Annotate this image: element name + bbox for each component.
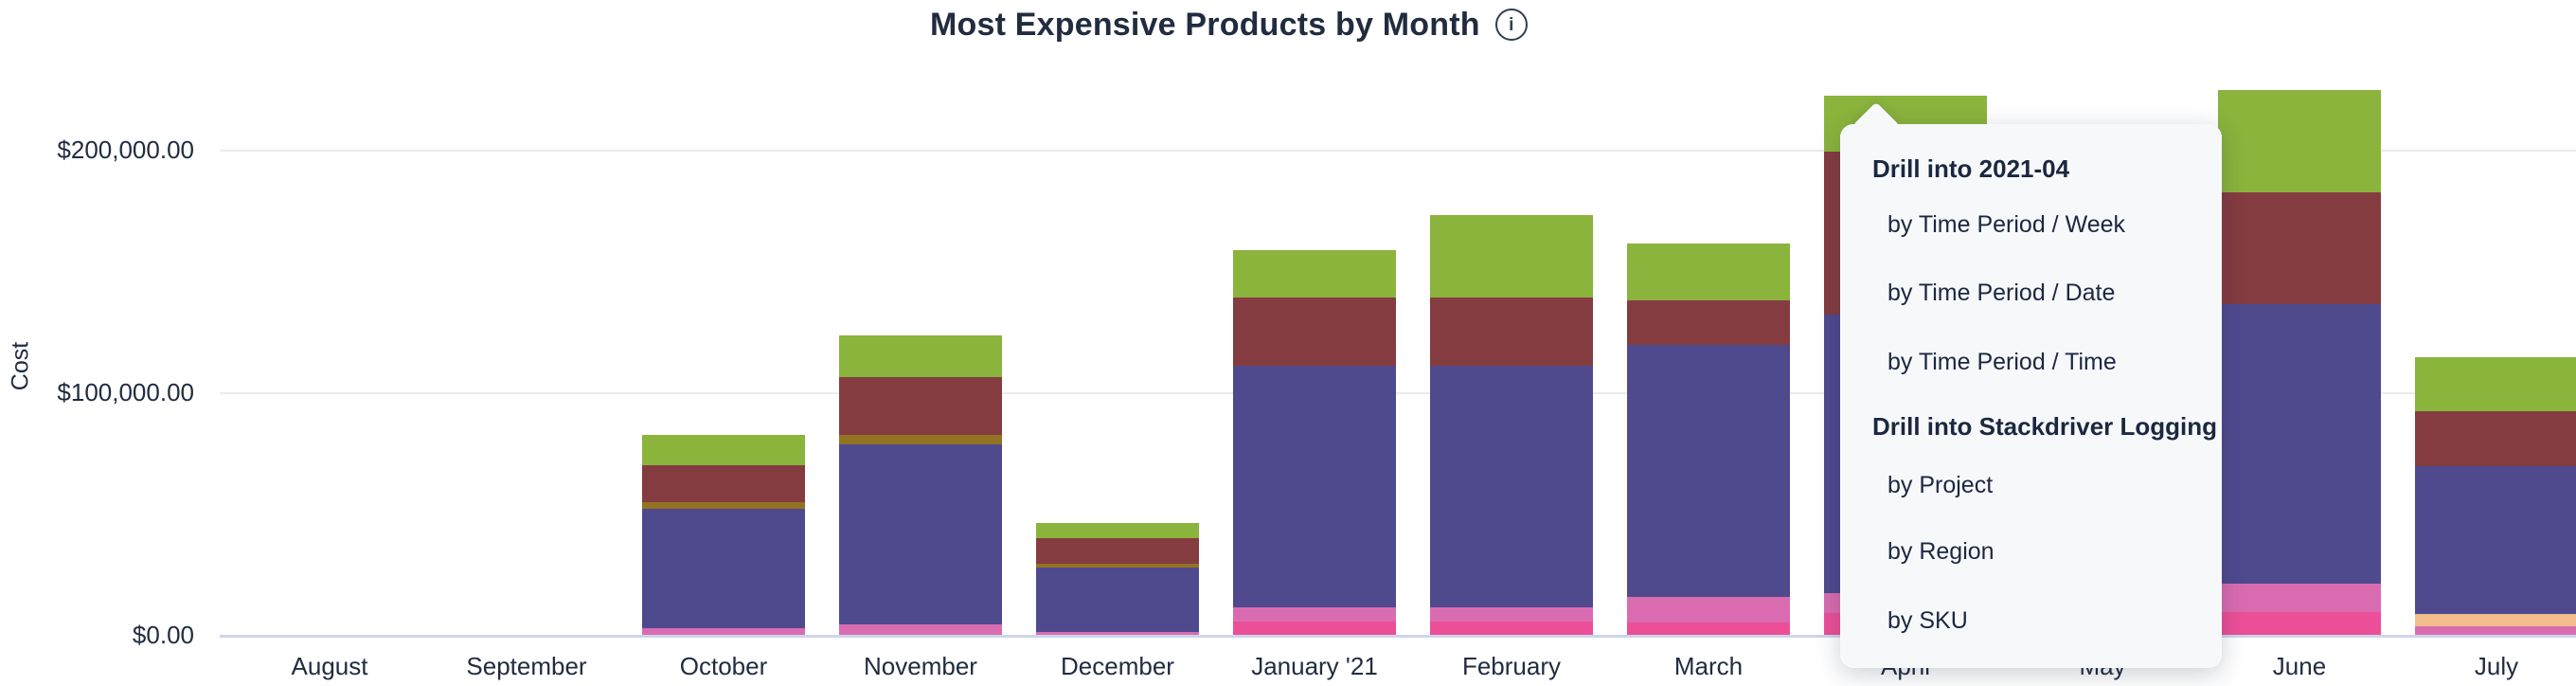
bar-segment-green-december[interactable] xyxy=(1036,522,1199,538)
info-icon[interactable]: i xyxy=(1494,9,1528,41)
bar-segment-purple-march[interactable] xyxy=(1627,345,1790,598)
bar-segment-maroon-june[interactable] xyxy=(2218,191,2381,305)
x-axis-label-november: November xyxy=(864,652,977,680)
bar-segment-maroon-december[interactable] xyxy=(1036,537,1199,564)
menu-item-by-sku[interactable]: by SKU xyxy=(1887,606,1968,634)
bar-segment-green-march[interactable] xyxy=(1627,243,1790,301)
bar-segment-maroon-november[interactable] xyxy=(839,377,1002,435)
bar-segment-maroon-october[interactable] xyxy=(642,464,805,502)
drill-menu-body: Drill into 2021-04 by Time Period / Week… xyxy=(1840,124,2222,668)
bar-segment-orange-july[interactable] xyxy=(2415,613,2576,627)
y-axis-tick-label: $0.00 xyxy=(132,621,194,649)
bar-segment-maroon-february[interactable] xyxy=(1430,297,1593,367)
page-title: Most Expensive Products by Month xyxy=(930,6,1480,43)
x-axis-label-august: August xyxy=(291,652,368,680)
y-axis-tick-label: $100,000.00 xyxy=(57,378,194,406)
bar-segment-pink-medium-december[interactable] xyxy=(1036,632,1199,635)
bar-segment-maroon-july[interactable] xyxy=(2415,410,2576,466)
bar-segment-purple-june[interactable] xyxy=(2218,304,2381,585)
bar-segment-green-november[interactable] xyxy=(839,335,1002,378)
bar-segment-green-october[interactable] xyxy=(642,434,805,465)
bar-segment-pink-medium-october[interactable] xyxy=(642,628,805,635)
gridline xyxy=(220,392,2576,394)
bar-segment-maroon-january21[interactable] xyxy=(1233,297,1396,367)
bar-segment-pink-medium-february[interactable] xyxy=(1430,607,1593,623)
x-axis-label-october: October xyxy=(679,652,768,680)
menu-item-by-project[interactable]: by Project xyxy=(1887,471,1994,498)
x-axis-label-march: March xyxy=(1673,652,1744,680)
gridline xyxy=(220,150,2576,152)
bar-segment-pink-bright-march[interactable] xyxy=(1627,622,1790,635)
menu-item-by-time-period-date[interactable]: by Time Period / Date xyxy=(1887,279,2116,306)
bar-segment-green-february[interactable] xyxy=(1430,214,1593,298)
x-axis-label-june: June xyxy=(2272,652,2327,680)
bar-segment-pink-bright-june[interactable] xyxy=(2218,612,2381,635)
bar-segment-maroon-march[interactable] xyxy=(1627,300,1790,346)
drill-menu-section-header: Drill into Stackdriver Logging xyxy=(1872,411,2218,441)
bar-segment-olive-november[interactable] xyxy=(839,434,1002,444)
drill-menu-section-header: Drill into 2021-04 xyxy=(1872,153,2070,183)
bar-segment-purple-february[interactable] xyxy=(1430,366,1593,608)
bar-segment-green-june[interactable] xyxy=(2218,90,2381,192)
bar-segment-purple-november[interactable] xyxy=(839,443,1002,624)
bar-segment-purple-december[interactable] xyxy=(1036,567,1199,633)
bar-segment-pink-medium-march[interactable] xyxy=(1627,597,1790,623)
bar-segment-pink-bright-january21[interactable] xyxy=(1233,622,1396,635)
bar-segment-purple-october[interactable] xyxy=(642,508,805,629)
bar-segment-pink-medium-june[interactable] xyxy=(2218,584,2381,613)
bar-segment-green-january21[interactable] xyxy=(1233,249,1396,298)
x-axis-label-february: February xyxy=(1461,652,1562,680)
drill-context-menu: Drill into 2021-04 by Time Period / Week… xyxy=(1840,101,2222,668)
bar-segment-pink-medium-november[interactable] xyxy=(839,623,1002,635)
bar-segment-purple-january21[interactable] xyxy=(1233,366,1396,608)
y-axis-title: Cost xyxy=(7,341,34,391)
bar-segment-purple-july[interactable] xyxy=(2415,465,2576,614)
bar-segment-olive-december[interactable] xyxy=(1036,563,1199,568)
chart-header: Most Expensive Products by Month i xyxy=(930,4,1528,45)
bar-segment-green-july[interactable] xyxy=(2415,356,2576,411)
x-axis-label-september: September xyxy=(466,652,587,680)
menu-item-by-time-period-time[interactable]: by Time Period / Time xyxy=(1887,348,2117,375)
x-axis-line xyxy=(220,635,2576,638)
x-axis-label-july: July xyxy=(2474,652,2519,680)
y-axis-tick-label: $200,000.00 xyxy=(57,135,194,164)
menu-item-by-region[interactable]: by Region xyxy=(1887,537,1995,565)
bar-segment-pink-medium-january21[interactable] xyxy=(1233,607,1396,623)
x-axis-label-december: December xyxy=(1061,652,1174,680)
x-axis-label-january21: January '21 xyxy=(1251,652,1378,680)
bar-segment-pink-medium-july[interactable] xyxy=(2415,626,2576,635)
bar-segment-pink-bright-february[interactable] xyxy=(1430,622,1593,635)
bar-segment-olive-october[interactable] xyxy=(642,501,805,509)
menu-item-by-time-period-week[interactable]: by Time Period / Week xyxy=(1887,210,2126,238)
